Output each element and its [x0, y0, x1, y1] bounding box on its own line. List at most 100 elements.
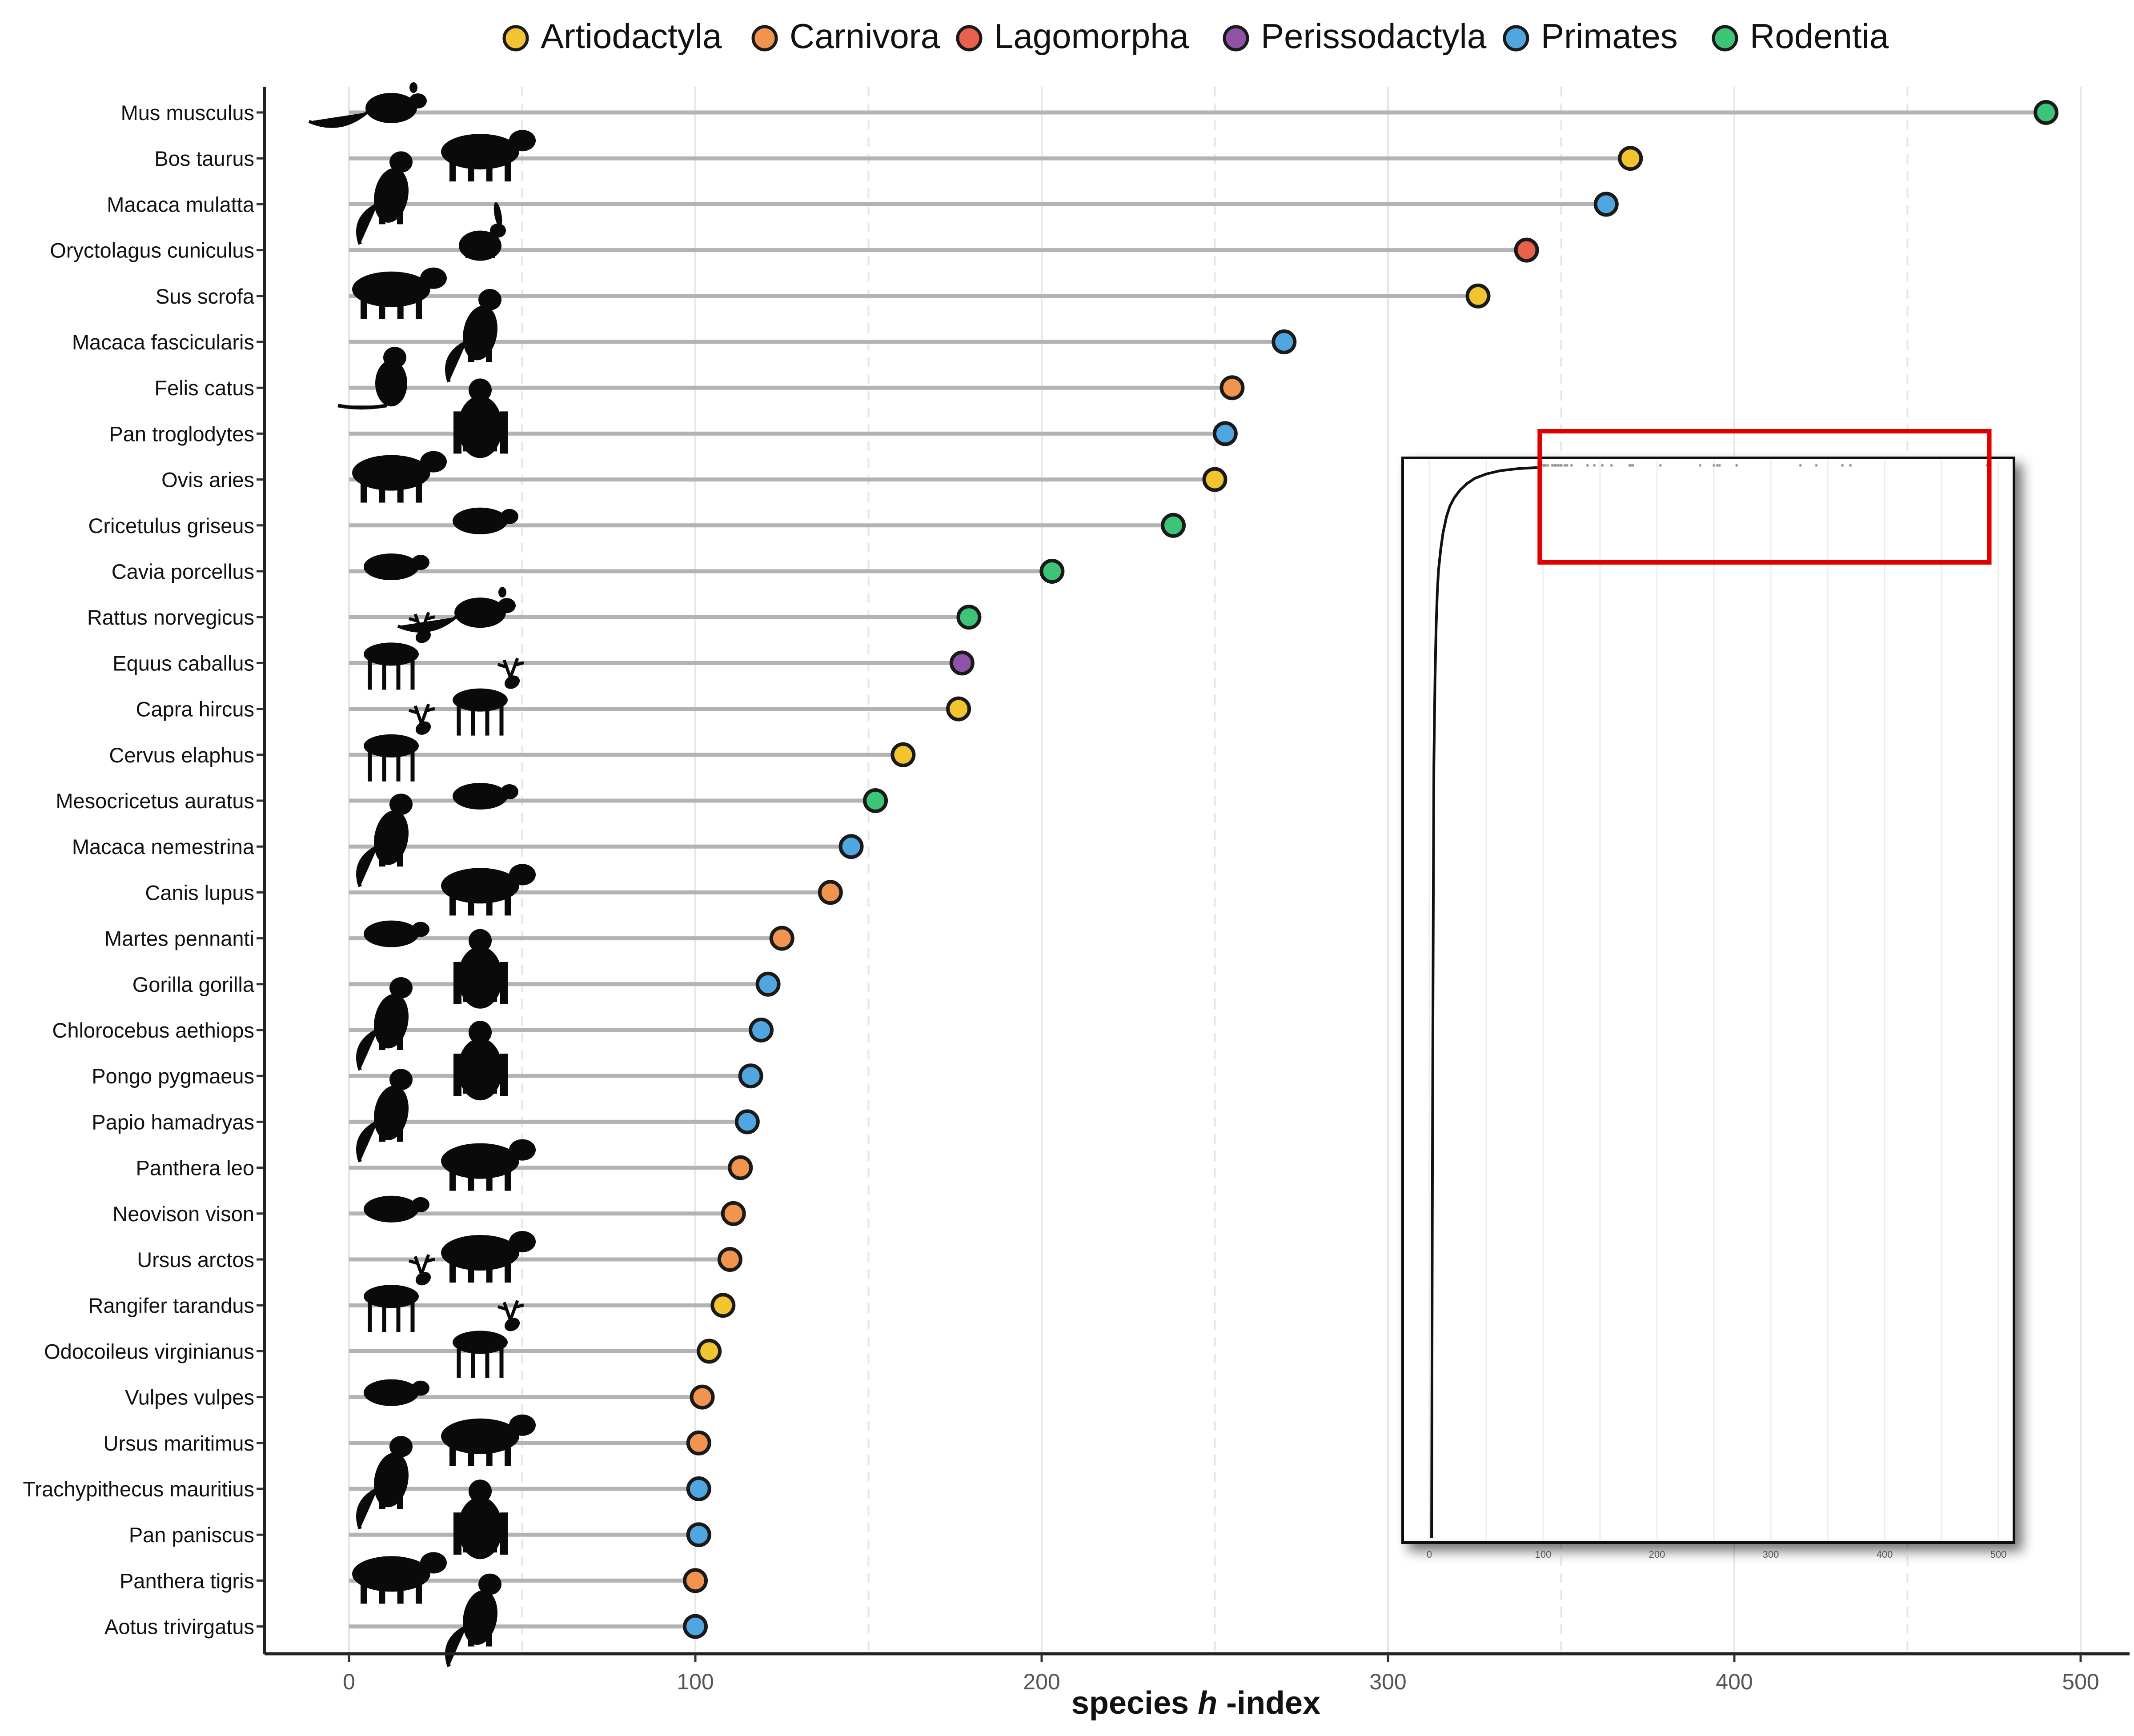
monkey-silhouette-icon: [356, 1436, 413, 1530]
point-panthera-tigris: [683, 1568, 708, 1593]
y-tick-label: Capra hircus: [136, 698, 254, 721]
point-panthera-leo: [728, 1155, 753, 1180]
point-oryctolagus-cuniculus: [1514, 237, 1539, 263]
point-pongo-pygmaeus: [738, 1063, 763, 1089]
legend-label: Carnivora: [790, 16, 940, 56]
inset-frame: [1401, 457, 2015, 1544]
y-tick-label: Ursus arctos: [137, 1248, 254, 1271]
inset-tail-point: [1713, 464, 1715, 467]
point-gorilla-gorilla: [755, 971, 781, 997]
monkey-silhouette-icon: [356, 977, 413, 1071]
bear-silhouette-icon: [441, 1414, 536, 1466]
point-felis-catus: [1219, 375, 1245, 401]
y-tick-label: Gorilla gorilla: [132, 973, 255, 996]
inset-tail-point: [1554, 464, 1557, 467]
y-tick-label: Rangifer tarandus: [88, 1294, 254, 1317]
wolf-silhouette-icon: [441, 864, 536, 916]
legend-label: Rodentia: [1750, 16, 1889, 56]
inset-x-tick-label: 200: [1649, 1549, 1665, 1560]
inset-tail-point: [1799, 464, 1802, 467]
inset-tail-point: [1841, 464, 1844, 467]
point-pan-paniscus: [686, 1522, 711, 1548]
y-tick-label: Panthera tigris: [120, 1569, 254, 1592]
y-tick-label: Aotus trivirgatus: [104, 1615, 254, 1639]
legend-swatch: [956, 25, 983, 52]
legend: Artiodactyla Carnivora Lagomorpha Perissoda…: [502, 16, 1889, 56]
y-tick-label: Macaca fascicularis: [72, 330, 254, 354]
inset-cumulative-curve: [1430, 466, 1538, 1539]
mink-silhouette-icon: [364, 1195, 429, 1223]
point-macaca-mulatta: [1593, 192, 1619, 217]
point-macaca-fascicularis: [1272, 329, 1297, 354]
legend-swatch: [1712, 25, 1738, 52]
sheep-silhouette-icon: [352, 451, 447, 503]
inset-tail-point: [1718, 464, 1721, 467]
y-axis-labels: Mus musculus Bos taurus Macaca mulatta Oryc…: [23, 101, 255, 1639]
inset-tail-point: [1716, 464, 1719, 467]
y-tick-label: Macaca mulatta: [107, 192, 255, 216]
point-pan-troglodytes: [1212, 421, 1238, 446]
inset-tail-point: [1593, 464, 1596, 467]
inset-tail-point: [1735, 464, 1738, 467]
point-trachypithecus-mauritius: [686, 1476, 711, 1501]
y-tick-label: Bos taurus: [154, 147, 254, 170]
legend-label: Perissodactyla: [1261, 16, 1487, 56]
deer-silhouette-icon: [364, 703, 435, 782]
inset-tail-point: [1629, 464, 1633, 467]
baboon-silhouette-icon: [356, 1069, 413, 1163]
monkey-silhouette-icon: [356, 151, 413, 245]
y-tick-label: Mus musculus: [121, 101, 254, 124]
x-tick-label: 100: [677, 1669, 714, 1694]
y-tick-label: Cavia porcellus: [112, 560, 254, 583]
y-tick-label: Ovis aries: [161, 468, 254, 492]
x-tick-label: 200: [1023, 1669, 1060, 1694]
gorilla-silhouette-icon: [453, 929, 508, 1009]
point-aotus-trivirgatus: [683, 1614, 708, 1639]
inset-highlight-box: [1537, 429, 1992, 565]
lollipop-stems: [349, 110, 2046, 1629]
legend-swatch: [1503, 25, 1529, 52]
point-ursus-arctos: [717, 1247, 742, 1272]
legend-item-lagomorpha: Lagomorpha: [956, 16, 1189, 56]
x-axis-label: species h -index: [1071, 1685, 1320, 1721]
legend-label: Lagomorpha: [994, 16, 1189, 56]
y-tick-label: Oryctolagus cuniculus: [50, 239, 254, 262]
inset-tail-point: [1556, 464, 1560, 467]
legend-label: Primates: [1541, 16, 1678, 56]
inset-x-tick-label: 100: [1535, 1549, 1552, 1560]
point-capra-hircus: [946, 696, 971, 722]
x-axis-tick-labels: 0 100 200 300 400 500: [343, 1669, 2099, 1694]
inset-tail-point: [1544, 464, 1547, 467]
y-tick-label: Mesocricetus auratus: [56, 789, 254, 813]
inset-tail-point: [1563, 464, 1566, 467]
chimpanzee-silhouette-icon: [453, 378, 508, 458]
y-tick-label: Panthera leo: [136, 1156, 254, 1180]
y-tick-label: Equus caballus: [112, 651, 254, 675]
animal-silhouettes: [308, 82, 536, 1667]
hamster-silhouette-icon: [453, 783, 518, 810]
inset-tail-point: [1815, 464, 1818, 467]
guinea-pig-silhouette-icon: [364, 553, 429, 580]
y-tick-label: Chlorocebus aethiops: [52, 1018, 254, 1042]
cat-silhouette-icon: [337, 347, 407, 410]
point-equus-caballus: [949, 650, 975, 676]
monkey-silhouette-icon: [356, 794, 413, 887]
y-tick-label: Trachypithecus mauritius: [23, 1477, 254, 1501]
inset-tail-point: [1849, 464, 1852, 467]
legend-swatch: [502, 25, 529, 52]
point-chlorocebus-aethiops: [749, 1018, 774, 1042]
inset-tail-point: [1632, 464, 1635, 467]
x-tick-label: 500: [2062, 1669, 2099, 1694]
point-macaca-nemestrina: [838, 834, 864, 859]
point-odocoileus-virginianus: [697, 1339, 722, 1364]
inset-tail-point: [1586, 464, 1589, 467]
legend-item-rodentia: Rodentia: [1712, 16, 1889, 56]
point-rattus-norvegicus: [956, 605, 982, 630]
y-tick-label: Odocoileus virginianus: [44, 1339, 254, 1363]
inset-tail-point: [1601, 464, 1604, 467]
point-mus-musculus: [2034, 100, 2059, 125]
x-tick-label: 0: [343, 1669, 355, 1694]
y-tick-label: Cervus elaphus: [109, 743, 254, 767]
y-tick-label: Canis lupus: [145, 881, 254, 904]
